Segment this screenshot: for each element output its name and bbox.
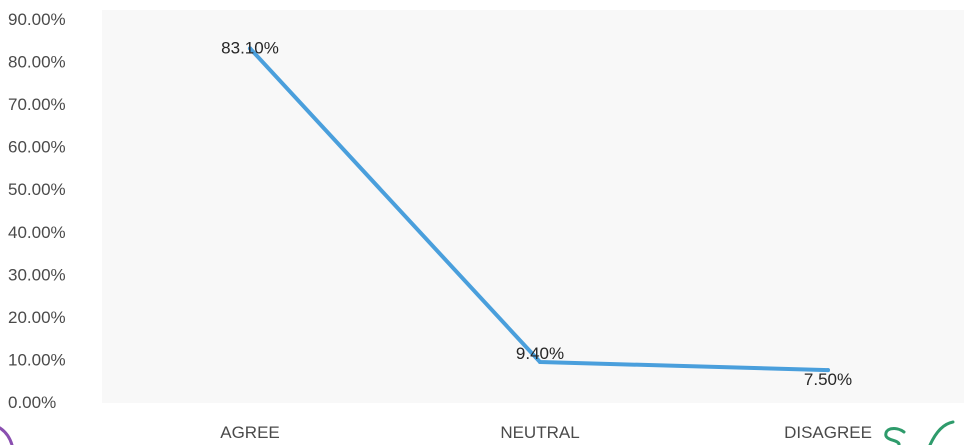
y-tick-label: 80.00%	[8, 53, 66, 72]
data-label: 7.50%	[804, 370, 852, 389]
data-label: 9.40%	[516, 344, 564, 363]
data-labels: 83.10% 9.40% 7.50%	[221, 38, 852, 389]
plot-area	[102, 10, 964, 403]
x-tick-label: AGREE	[220, 423, 280, 442]
data-point	[826, 368, 830, 373]
handwritten-signature-mark	[884, 427, 906, 445]
y-tick-label: 70.00%	[8, 95, 66, 114]
y-tick-label: 60.00%	[8, 138, 66, 157]
y-tick-label: 90.00%	[8, 10, 66, 29]
data-label: 83.10%	[221, 38, 279, 57]
x-axis: AGREE NEUTRAL DISAGREE	[220, 423, 872, 442]
y-axis: 0.00% 10.00% 20.00% 30.00% 40.00% 50.00% 60.00…	[8, 10, 66, 412]
y-tick-label: 40.00%	[8, 223, 66, 242]
x-tick-label: NEUTRAL	[500, 423, 579, 442]
y-tick-label: 0.00%	[8, 393, 56, 412]
x-tick-label: DISAGREE	[784, 423, 872, 442]
y-tick-label: 50.00%	[8, 180, 66, 199]
y-tick-label: 20.00%	[8, 308, 66, 327]
series-layer	[248, 46, 830, 373]
data-point	[538, 359, 542, 364]
y-tick-label: 10.00%	[8, 350, 66, 369]
data-point	[248, 46, 252, 51]
purple-ink-mark	[0, 426, 14, 445]
handwritten-signature-mark-2	[928, 420, 955, 445]
y-tick-label: 30.00%	[8, 265, 66, 284]
